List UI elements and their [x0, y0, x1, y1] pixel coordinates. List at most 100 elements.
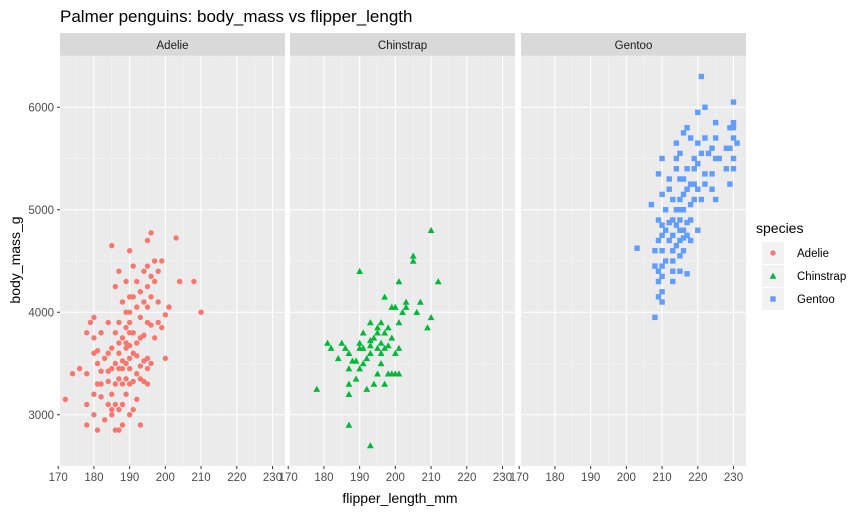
data-point [363, 385, 371, 392]
data-point [716, 155, 722, 162]
points-adelie [62, 230, 204, 433]
x-tick-label: 200 [617, 472, 636, 484]
data-point [98, 330, 104, 336]
data-point [680, 235, 687, 241]
data-point [666, 237, 672, 244]
data-point [144, 381, 151, 387]
data-point [91, 314, 97, 321]
data-point [659, 222, 665, 228]
data-point [670, 278, 676, 285]
data-point [695, 227, 701, 233]
data-point [702, 135, 708, 141]
data-point [648, 201, 655, 208]
data-point [109, 412, 115, 418]
data-point [134, 304, 140, 310]
data-point [112, 360, 119, 367]
data-point [91, 412, 97, 418]
data-point [670, 248, 676, 254]
data-point [148, 230, 154, 236]
data-point [634, 245, 640, 251]
data-point [670, 268, 676, 274]
y-tick-label: 4000 [28, 307, 54, 319]
data-point [391, 349, 399, 356]
data-point [144, 237, 151, 244]
data-point [119, 381, 126, 387]
data-point [155, 268, 161, 274]
data-point [698, 73, 705, 80]
data-point [137, 289, 144, 295]
data-point [123, 360, 129, 367]
data-point [126, 248, 133, 254]
data-point [76, 365, 83, 372]
x-tick-label: 190 [581, 472, 600, 484]
data-point [673, 242, 680, 249]
data-point [155, 299, 161, 305]
data-point [712, 155, 719, 162]
data-point [427, 226, 435, 233]
facet-panel-chinstrap: Chinstrap [287, 33, 515, 467]
data-point [198, 309, 204, 315]
data-point [730, 99, 737, 105]
data-point [377, 319, 385, 326]
data-point [126, 355, 133, 362]
data-point [84, 401, 90, 408]
data-point [374, 370, 381, 377]
data-point [123, 278, 129, 285]
data-point [338, 339, 346, 346]
data-point [434, 278, 442, 285]
data-point [151, 335, 158, 341]
data-point [384, 342, 392, 349]
data-point [395, 278, 403, 285]
data-point [116, 350, 122, 356]
data-point [712, 196, 719, 203]
x-tick-label: 220 [227, 472, 246, 484]
data-point [345, 380, 353, 387]
data-point [123, 376, 129, 382]
legend-label: Gentoo [797, 294, 835, 306]
legend-label: Adelie [797, 248, 829, 260]
data-point [370, 380, 378, 387]
data-point [116, 427, 122, 433]
data-point [141, 299, 147, 305]
data-point [666, 219, 672, 226]
data-point [684, 186, 690, 192]
data-point [677, 217, 683, 223]
data-point [427, 313, 435, 321]
data-point [327, 344, 335, 351]
data-point [151, 258, 158, 264]
data-point [98, 368, 104, 374]
data-point [123, 391, 129, 397]
data-point [730, 119, 737, 126]
data-point [655, 268, 662, 274]
data-point [727, 181, 733, 187]
data-point [666, 176, 672, 182]
data-point [109, 345, 115, 351]
legend-title: species [756, 220, 803, 236]
data-point [366, 342, 374, 349]
data-point [126, 309, 133, 315]
data-point [424, 324, 431, 331]
data-point [105, 319, 111, 326]
data-point [137, 363, 144, 369]
data-point [162, 355, 169, 362]
data-point [116, 340, 122, 346]
data-point [384, 324, 392, 331]
data-point [691, 166, 697, 172]
data-point [109, 242, 115, 249]
legend-label: Chinstrap [797, 271, 846, 283]
data-point [691, 181, 697, 187]
x-axis-title: flipper_length_mm [342, 490, 457, 506]
data-point [116, 376, 122, 382]
data-point [673, 222, 680, 228]
data-point [134, 371, 140, 377]
data-point [680, 191, 687, 198]
data-point [677, 196, 683, 203]
data-point [730, 166, 737, 172]
data-point [655, 237, 662, 244]
data-point [698, 150, 705, 157]
data-point [673, 155, 680, 162]
data-point [69, 371, 76, 377]
data-point [702, 104, 708, 110]
data-point [677, 237, 683, 244]
